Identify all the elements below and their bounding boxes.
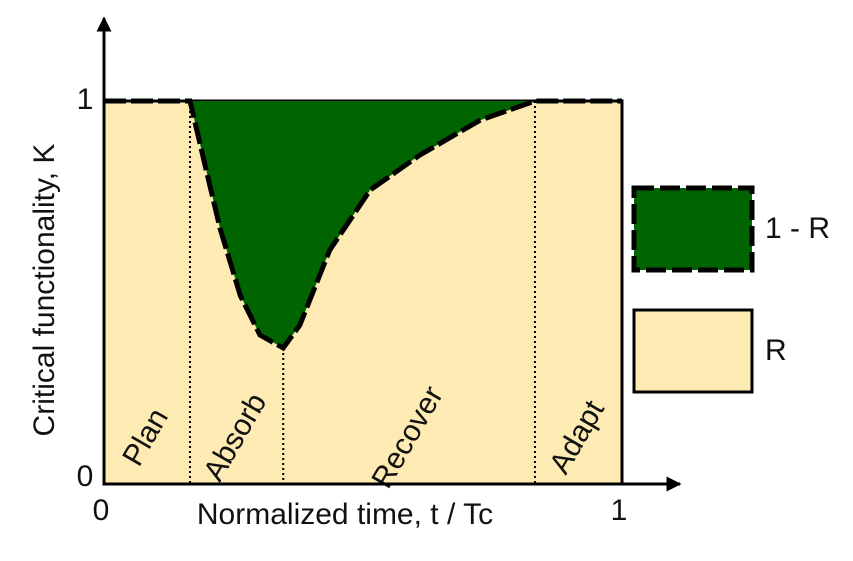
plot: Plan Absorb Recover Adapt (102, 98, 624, 494)
legend-swatch (632, 308, 754, 394)
y-tick-label: 0 (77, 460, 94, 493)
x-axis-label: Normalized time, t / Tc (197, 498, 493, 531)
legend-label: 1 - R (765, 212, 830, 245)
y-axis-label: Critical functionality, K (28, 144, 61, 437)
x-tick-label: 1 (611, 494, 628, 527)
loss-area (104, 101, 622, 348)
y-tick-label: 1 (77, 83, 94, 116)
legend-swatch (631, 185, 755, 273)
functionality-curve (104, 98, 622, 352)
x-tick-label: 0 (93, 494, 110, 527)
legend-label: R (765, 334, 787, 367)
